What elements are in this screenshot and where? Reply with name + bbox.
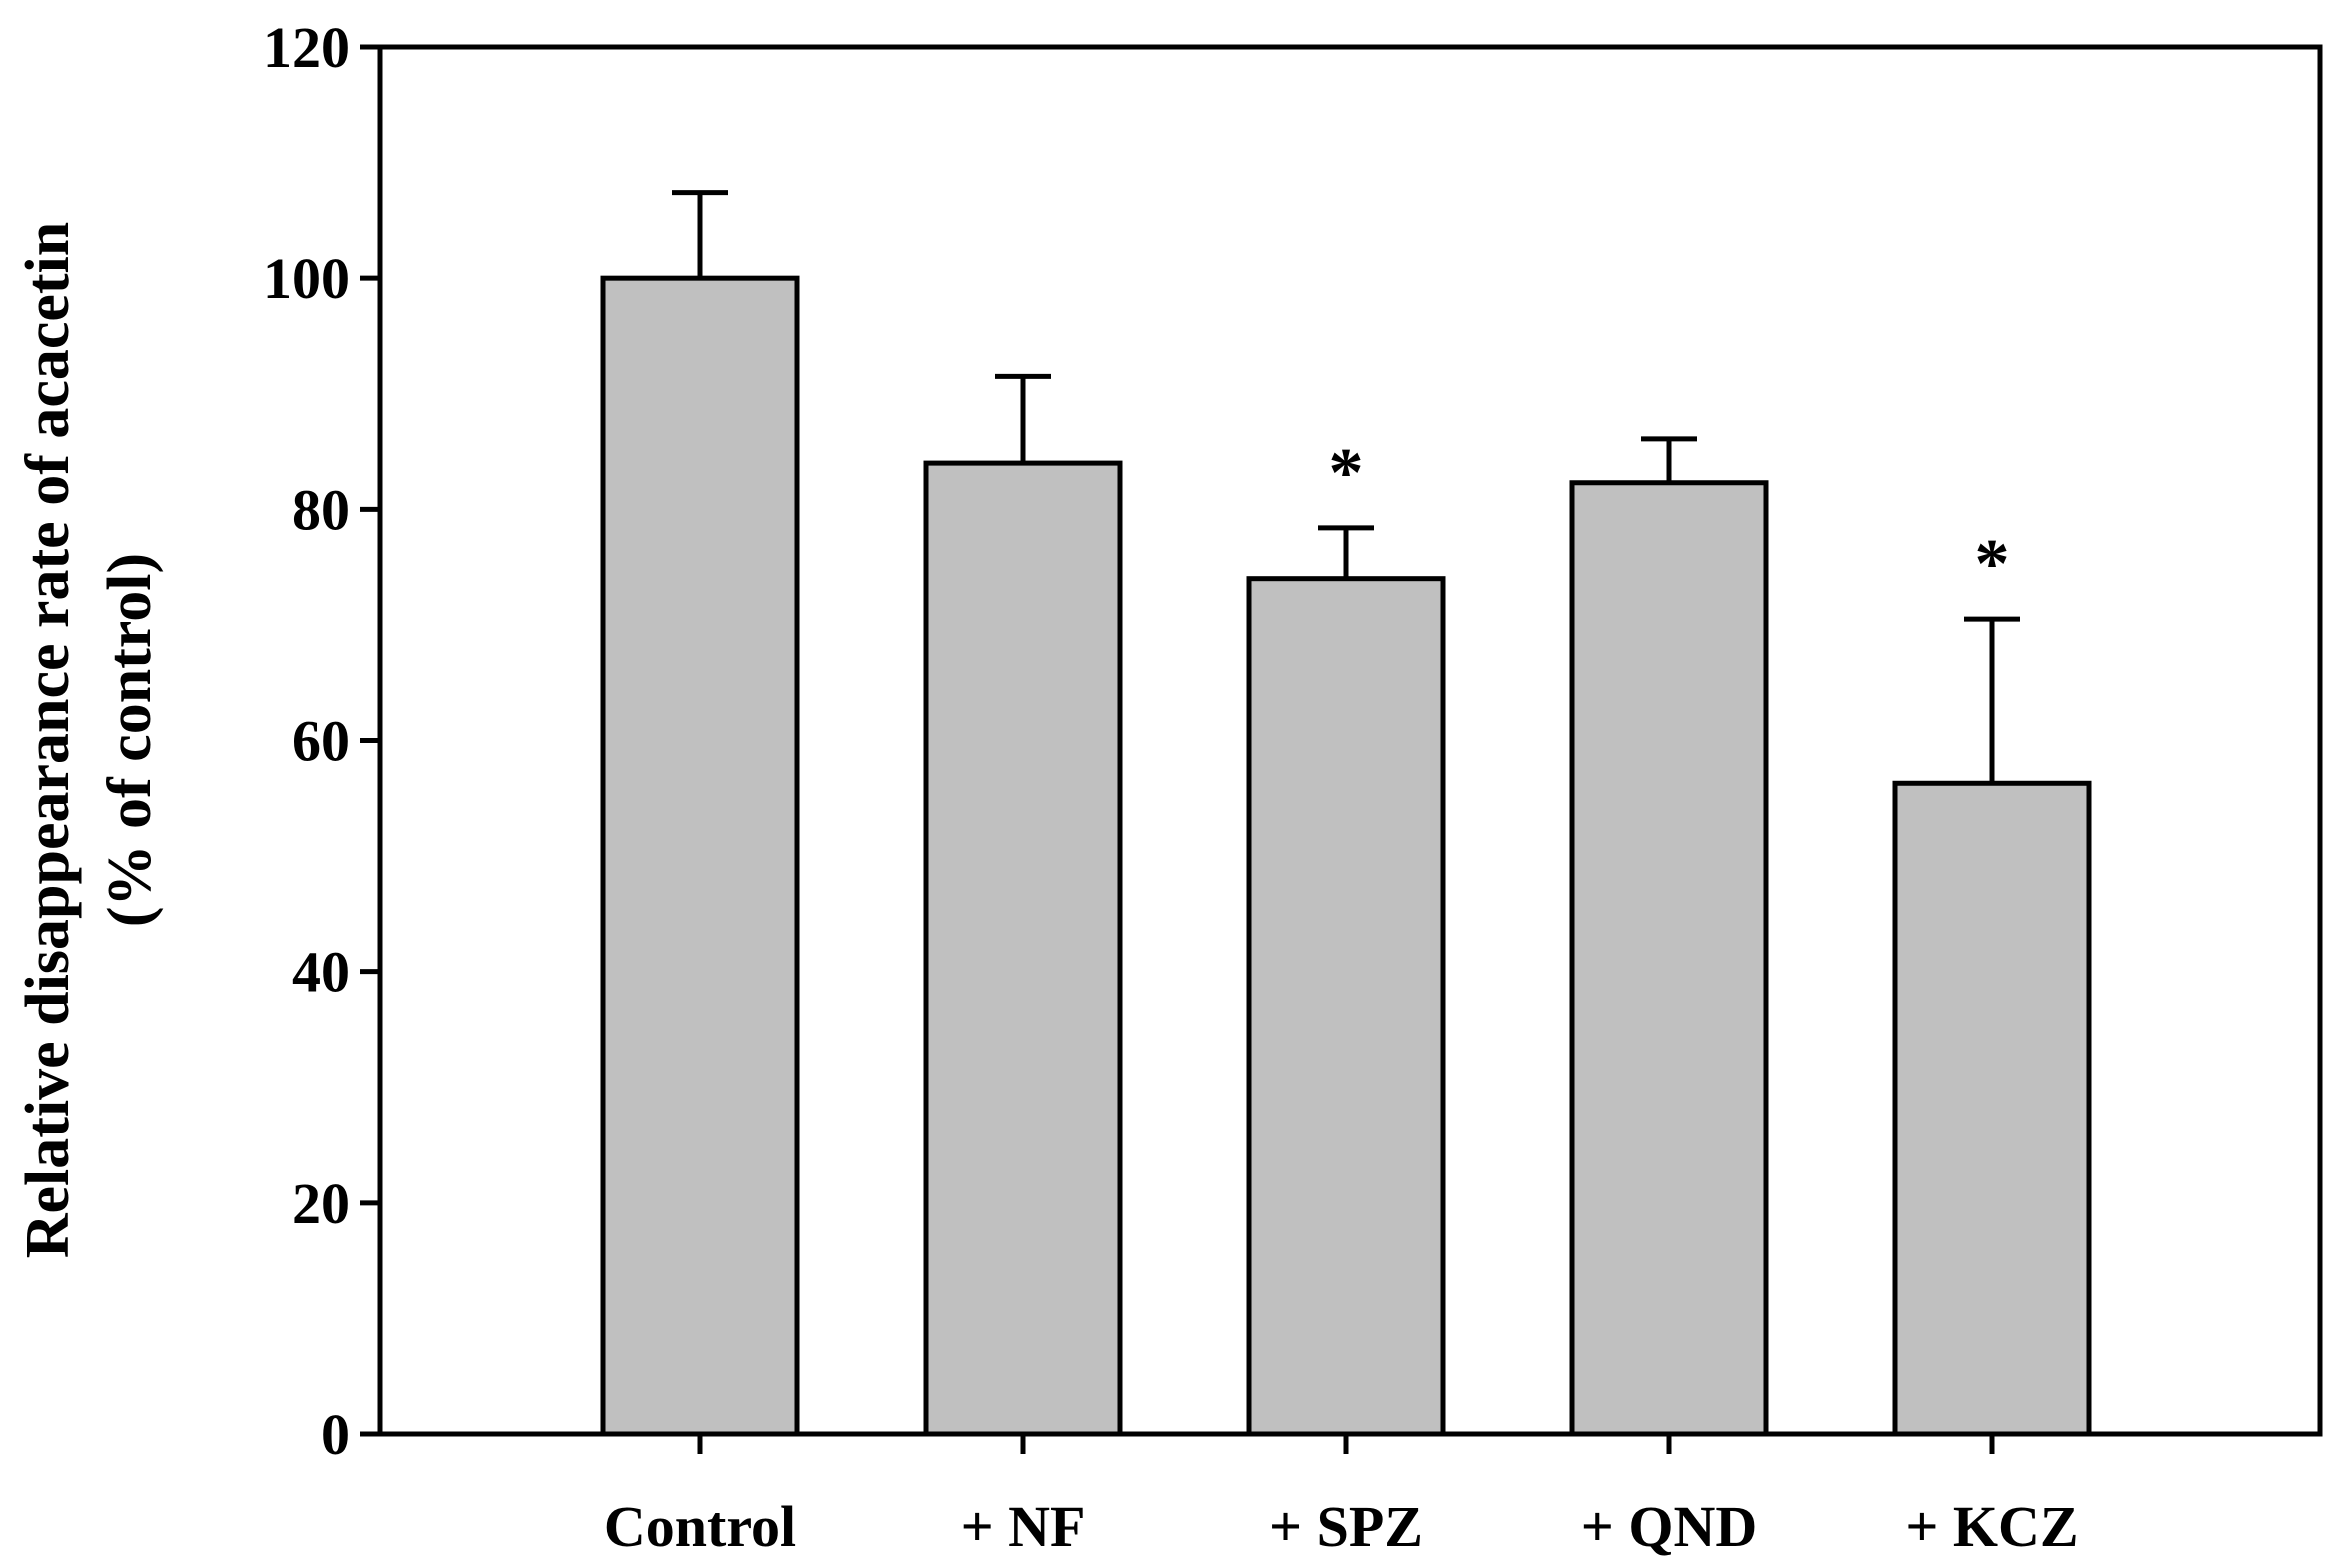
x-category-label: Control: [604, 1494, 796, 1559]
significance-markers: **: [1329, 435, 2010, 603]
significance-star: *: [1975, 526, 2010, 603]
y-tick-label: 80: [292, 477, 350, 542]
x-axis: Control + NF + SPZ + QND + KCZ: [604, 1434, 2079, 1559]
bar-4: [1569, 480, 1769, 1437]
y-tick-label: 0: [321, 1402, 350, 1467]
y-tick-label: 40: [292, 940, 350, 1005]
bar-3: [1246, 576, 1446, 1437]
y-axis-title-line2: (% of control): [96, 553, 164, 927]
y-tick-label: 100: [263, 246, 350, 311]
x-category-label: + NF: [961, 1494, 1086, 1559]
bar-5: [1892, 780, 2092, 1437]
y-tick-label: 60: [292, 709, 350, 774]
significance-star: *: [1329, 435, 1364, 512]
y-tick-label: 120: [263, 15, 350, 80]
bars: [600, 275, 2092, 1437]
x-category-label: + SPZ: [1269, 1494, 1423, 1559]
x-category-label: + KCZ: [1905, 1494, 2078, 1559]
y-tick-label: 20: [292, 1171, 350, 1236]
bar-2: [923, 460, 1123, 1437]
error-bars: [672, 190, 2020, 784]
bar-1: [600, 275, 800, 1437]
y-axis: 0 20 40 60 80 100 120: [263, 15, 380, 1467]
y-axis-title: Relative disappearance rate of acacetin: [14, 222, 82, 1259]
x-category-label: + QND: [1581, 1494, 1757, 1559]
